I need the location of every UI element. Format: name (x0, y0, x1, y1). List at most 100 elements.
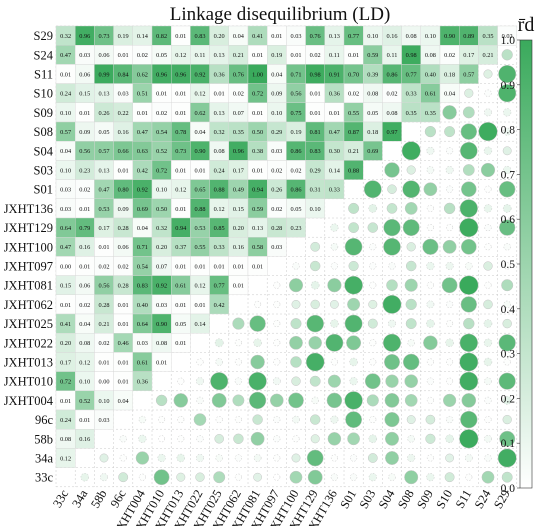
ld-circle (484, 185, 492, 193)
ld-circle (215, 358, 223, 366)
ld-value-label: 0.03 (156, 302, 167, 309)
ld-circle (426, 146, 435, 155)
ld-value-label: 0.66 (118, 148, 129, 155)
ld-value-label: 0.15 (79, 91, 90, 98)
col-label: S01 (337, 487, 359, 511)
ld-circle (369, 281, 377, 289)
col-label: S24 (472, 487, 494, 511)
ld-circle (195, 472, 205, 482)
ld-circle (369, 339, 377, 347)
ld-value-label: 0.16 (233, 244, 244, 251)
ld-circle (483, 146, 493, 155)
ld-value-label: 0.40 (137, 302, 148, 309)
ld-value-label: 0.04 (194, 129, 206, 136)
row-label: JXHT004 (4, 394, 54, 408)
ld-circle (465, 473, 473, 481)
ld-value-label: 0.21 (98, 321, 109, 328)
ld-value-label: 0.36 (214, 71, 225, 78)
ld-value-label: 0.01 (329, 110, 340, 117)
ld-circle (100, 473, 108, 482)
ld-circle (387, 184, 397, 194)
ld-value-label: 0.01 (214, 263, 225, 270)
ld-value-label: 0.18 (444, 71, 455, 78)
ld-value-label: 0.01 (118, 321, 129, 328)
ld-circle (484, 454, 492, 462)
ld-circle (422, 238, 439, 255)
ld-circle (384, 162, 400, 178)
row-label: S01 (34, 183, 53, 197)
row-label: JXHT097 (4, 260, 53, 274)
ld-value-label: 0.28 (118, 283, 129, 290)
ld-value-label: 0.72 (156, 167, 167, 174)
ld-circle (310, 280, 320, 290)
ld-value-label: 0.58 (252, 244, 263, 251)
ld-circle (442, 393, 457, 408)
ld-circle (405, 298, 417, 311)
ld-value-label: 0.86 (290, 187, 301, 194)
ld-circle (234, 416, 242, 424)
ld-circle (196, 435, 204, 443)
ld-circle (501, 49, 513, 61)
ld-value-label: 0.04 (233, 33, 245, 40)
ld-value-label: 0.01 (348, 52, 359, 59)
ld-value-label: 0.76 (310, 33, 321, 40)
ld-value-label: 0.12 (194, 91, 205, 98)
ld-value-label: 0.13 (329, 33, 340, 40)
ld-circle (369, 262, 377, 270)
ld-cell (343, 160, 364, 180)
heatmap-grid: 0.32 0.96 0.73 0.19 0.14 0.82 0.01 0.83 0.20 0.04… (4, 25, 518, 531)
ld-circle (483, 357, 493, 367)
ld-cell (382, 121, 402, 142)
ld-circle (349, 377, 358, 386)
ld-circle (234, 473, 242, 481)
ld-value-label: 0.01 (214, 91, 225, 98)
row-label: JXHT136 (4, 202, 53, 216)
ld-circle (250, 354, 265, 370)
ld-value-label: 0.24 (60, 91, 72, 98)
colorbar-gradient (519, 39, 533, 489)
colorbar-tick-label: 0.3 (501, 349, 516, 361)
ld-circle (426, 261, 435, 271)
ld-value-label: 0.02 (233, 91, 244, 98)
row-label: 58b (34, 432, 53, 446)
ld-value-label: 0.04 (137, 225, 149, 232)
ld-circle (446, 320, 454, 328)
ld-circle (459, 429, 479, 449)
ld-value-label: 0.11 (195, 52, 206, 59)
ld-value-label: 0.03 (60, 187, 71, 194)
ld-circle (423, 335, 438, 351)
ld-circle (502, 146, 512, 156)
ld-circle (484, 281, 492, 289)
ld-value-label: 0.30 (329, 148, 340, 155)
colorbar-tick-label: 0.5 (501, 259, 516, 271)
ld-value-label: 0.02 (348, 91, 359, 98)
ld-circle (177, 416, 185, 424)
ld-circle (215, 454, 223, 462)
ld-value-label: 0.01 (175, 263, 186, 270)
ld-circle (291, 453, 301, 463)
ld-value-label: 0.03 (271, 148, 282, 155)
ld-value-label: 0.02 (79, 302, 90, 309)
ld-value-label: 0.13 (252, 225, 263, 232)
ld-value-label: 0.07 (156, 263, 167, 270)
col-label: S04 (376, 487, 398, 511)
ld-circle (426, 377, 434, 385)
ld-value-label: 0.96 (233, 148, 244, 155)
ld-circle (502, 396, 512, 405)
ld-value-label: 0.12 (214, 206, 225, 213)
ld-value-label: 0.08 (425, 52, 436, 59)
ld-circle (327, 278, 342, 293)
ld-circle (502, 204, 512, 213)
ld-circle (462, 164, 475, 176)
ld-value-label: 0.01 (60, 302, 71, 309)
ld-value-label: 0.77 (406, 71, 417, 78)
ld-circle (254, 300, 262, 308)
ld-value-label: 0.10 (425, 33, 436, 40)
ld-circle (405, 318, 417, 330)
ld-circle (310, 414, 321, 425)
ld-value-label: 0.01 (98, 359, 109, 366)
ld-value-label: 0.92 (156, 283, 167, 290)
ld-circle (483, 261, 493, 271)
ld-circle (483, 338, 493, 347)
ld-value-label: 0.70 (348, 71, 359, 78)
